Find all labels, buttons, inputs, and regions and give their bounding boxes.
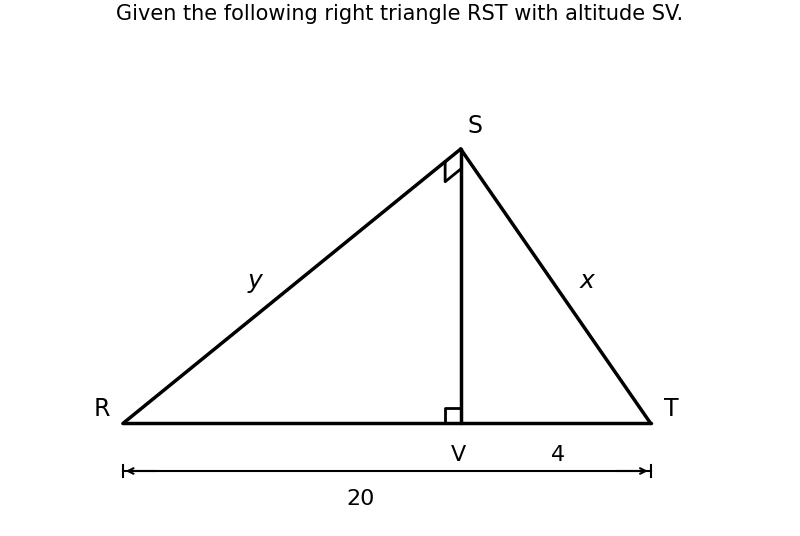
Text: S: S bbox=[467, 115, 482, 138]
Text: 20: 20 bbox=[346, 489, 374, 510]
Text: y: y bbox=[247, 269, 262, 293]
Text: Given the following right triangle RST with altitude SV.: Given the following right triangle RST w… bbox=[117, 4, 683, 24]
Text: x: x bbox=[580, 269, 594, 293]
Text: V: V bbox=[450, 444, 466, 465]
Text: R: R bbox=[93, 397, 110, 421]
Text: 4: 4 bbox=[551, 444, 566, 465]
Text: T: T bbox=[664, 397, 678, 421]
